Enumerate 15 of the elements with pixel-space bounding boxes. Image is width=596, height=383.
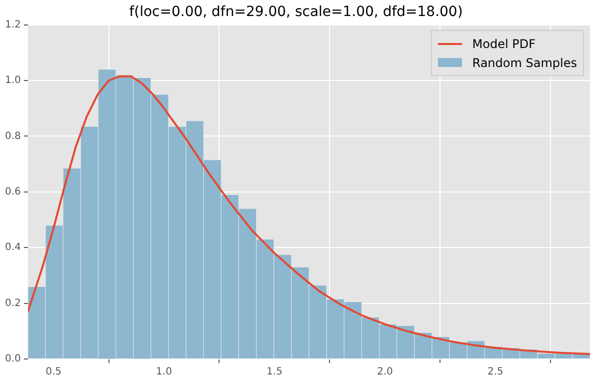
y-tick-label: 0.6 <box>4 186 21 198</box>
x-tick-label: 0.5 <box>46 366 62 378</box>
legend-label: Model PDF <box>472 36 536 50</box>
y-tick-label: 0.4 <box>4 242 21 254</box>
y-tick-label: 1.2 <box>4 19 21 30</box>
y-tick-label: 1.0 <box>4 75 21 86</box>
y-tick-label: 0.0 <box>4 354 21 365</box>
chart-title: f(loc=0.00, dfn=29.00, scale=1.00, dfd=18.00) <box>129 4 463 20</box>
y-tick-label: 0.2 <box>4 298 21 309</box>
y-tick-label: 0.8 <box>4 130 21 142</box>
x-tick-label: 1.5 <box>266 366 282 378</box>
x-tick-label: 2.0 <box>377 366 393 378</box>
legend-label: Random Samples <box>472 56 577 70</box>
x-tick-label: 2.5 <box>487 366 504 378</box>
x-tick-label: 1.0 <box>156 366 172 378</box>
